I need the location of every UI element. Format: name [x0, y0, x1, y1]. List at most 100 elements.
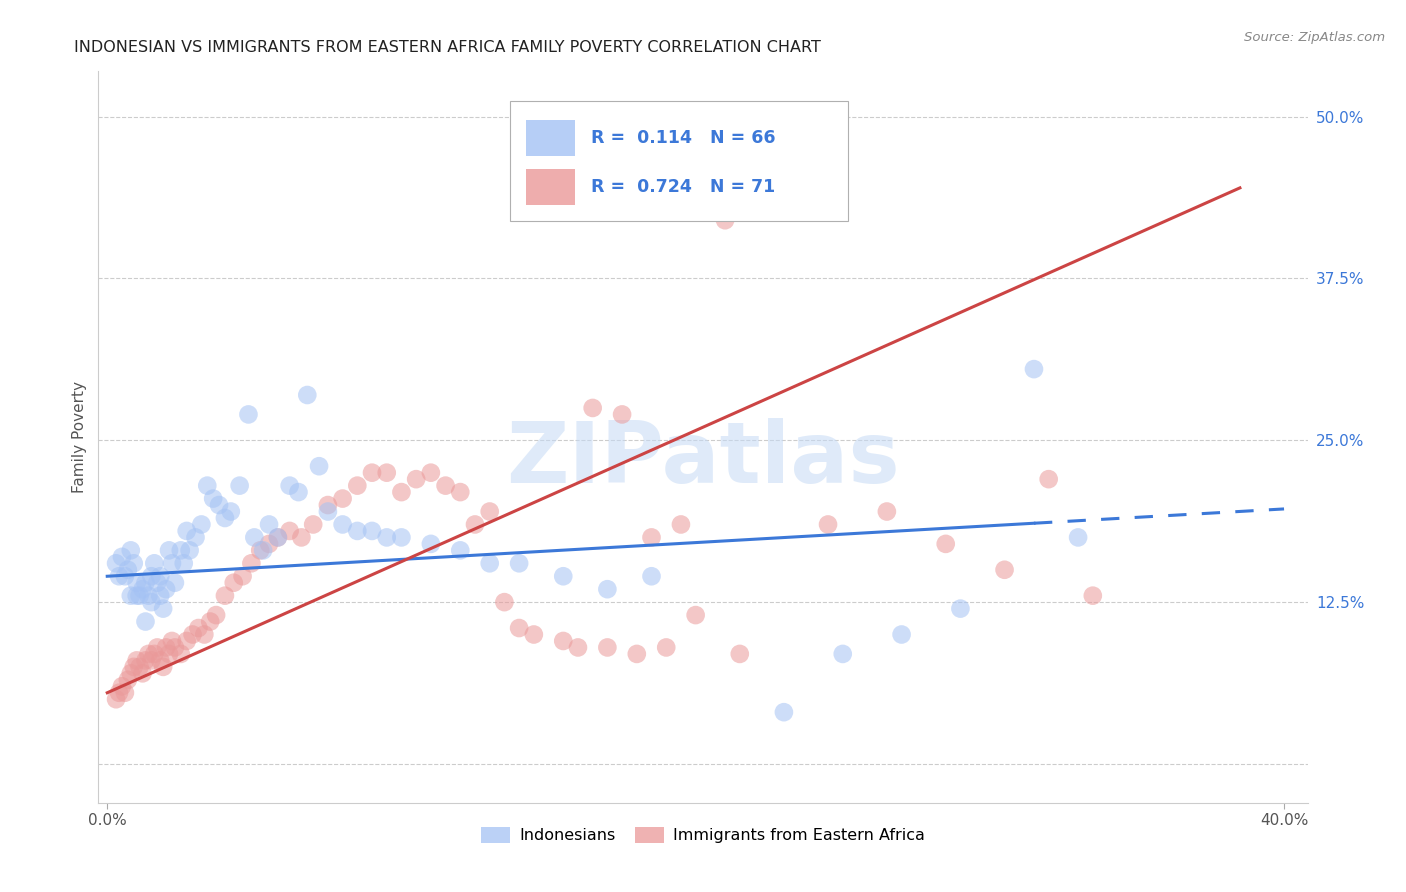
- Point: [138, 589, 160, 603]
- Point: [346, 478, 368, 492]
- Point: [949, 601, 972, 615]
- Point: [134, 653, 156, 667]
- Point: [170, 647, 193, 661]
- Point: [287, 485, 309, 500]
- Point: [131, 666, 153, 681]
- Point: [596, 582, 619, 597]
- Point: [935, 537, 957, 551]
- Point: [391, 485, 413, 500]
- Point: [640, 530, 662, 544]
- Point: [655, 640, 678, 655]
- Point: [332, 517, 354, 532]
- Point: [184, 530, 207, 544]
- Point: [152, 660, 174, 674]
- Point: [176, 524, 198, 538]
- Point: [316, 498, 339, 512]
- Point: [375, 530, 398, 544]
- Point: [267, 530, 290, 544]
- Point: [108, 569, 131, 583]
- Point: [219, 504, 242, 518]
- Point: [152, 601, 174, 615]
- Point: [478, 557, 501, 571]
- Point: [179, 543, 201, 558]
- Point: [193, 627, 215, 641]
- Point: [1067, 530, 1090, 544]
- Point: [817, 517, 839, 532]
- Point: [278, 524, 301, 538]
- Point: [222, 575, 245, 590]
- Point: [1038, 472, 1060, 486]
- Point: [149, 569, 172, 583]
- Point: [160, 557, 183, 571]
- Point: [108, 686, 131, 700]
- Point: [163, 575, 186, 590]
- Point: [240, 557, 263, 571]
- Text: R =  0.114   N = 66: R = 0.114 N = 66: [591, 129, 775, 147]
- Point: [111, 679, 134, 693]
- Point: [728, 647, 751, 661]
- Point: [831, 647, 853, 661]
- Text: ZIPatlas: ZIPatlas: [506, 417, 900, 500]
- Point: [257, 537, 280, 551]
- Point: [141, 569, 163, 583]
- Point: [714, 213, 737, 227]
- Point: [176, 634, 198, 648]
- Point: [419, 537, 441, 551]
- Point: [640, 569, 662, 583]
- Point: [449, 485, 471, 500]
- Point: [252, 543, 274, 558]
- Point: [238, 408, 260, 422]
- Point: [125, 653, 148, 667]
- Point: [308, 459, 330, 474]
- FancyBboxPatch shape: [509, 101, 848, 221]
- Point: [157, 647, 180, 661]
- Point: [257, 517, 280, 532]
- Point: [890, 627, 912, 641]
- Point: [155, 582, 177, 597]
- Point: [464, 517, 486, 532]
- Point: [297, 388, 319, 402]
- Point: [214, 589, 236, 603]
- Point: [523, 627, 546, 641]
- Point: [243, 530, 266, 544]
- Point: [143, 557, 166, 571]
- Point: [105, 557, 128, 571]
- Point: [187, 621, 209, 635]
- Point: [146, 575, 169, 590]
- Point: [117, 563, 139, 577]
- Point: [120, 666, 142, 681]
- Point: [361, 466, 384, 480]
- Point: [134, 615, 156, 629]
- Point: [128, 660, 150, 674]
- Text: Source: ZipAtlas.com: Source: ZipAtlas.com: [1244, 31, 1385, 45]
- Point: [141, 653, 163, 667]
- Point: [228, 478, 250, 492]
- Text: INDONESIAN VS IMMIGRANTS FROM EASTERN AFRICA FAMILY POVERTY CORRELATION CHART: INDONESIAN VS IMMIGRANTS FROM EASTERN AF…: [75, 40, 821, 55]
- Point: [138, 647, 160, 661]
- Point: [200, 615, 222, 629]
- Point: [114, 686, 136, 700]
- Point: [494, 595, 516, 609]
- Point: [567, 640, 589, 655]
- Point: [149, 653, 172, 667]
- Point: [190, 517, 212, 532]
- Point: [125, 589, 148, 603]
- Point: [419, 466, 441, 480]
- Point: [449, 543, 471, 558]
- Point: [163, 640, 186, 655]
- Point: [202, 491, 225, 506]
- Point: [876, 504, 898, 518]
- Point: [149, 589, 172, 603]
- FancyBboxPatch shape: [526, 169, 575, 205]
- Point: [610, 408, 633, 422]
- Point: [125, 575, 148, 590]
- Point: [361, 524, 384, 538]
- Point: [267, 530, 290, 544]
- Point: [773, 705, 796, 719]
- Point: [131, 582, 153, 597]
- Point: [114, 569, 136, 583]
- Point: [508, 557, 530, 571]
- Point: [134, 575, 156, 590]
- Point: [122, 660, 145, 674]
- Point: [553, 634, 575, 648]
